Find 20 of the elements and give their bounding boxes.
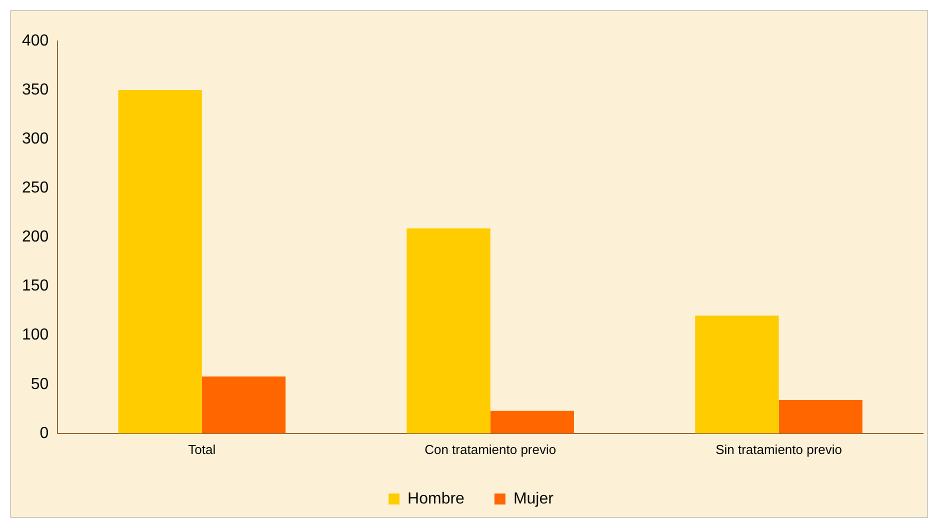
y-tick-label: 250 — [22, 180, 49, 197]
y-tick-label: 50 — [30, 376, 49, 393]
x-tick-label: Sin tratamiento previo — [716, 442, 842, 457]
bar — [490, 410, 574, 434]
legend-label: Mujer — [513, 490, 554, 508]
y-tick-label: 100 — [22, 326, 49, 344]
bar — [202, 376, 286, 434]
y-tick-label: 350 — [22, 81, 49, 98]
bar — [118, 90, 202, 434]
x-tick-label: Total — [188, 442, 216, 457]
bar — [778, 400, 862, 434]
y-tick-label: 0 — [40, 424, 49, 442]
y-tick-label: 200 — [22, 228, 49, 246]
bar — [406, 228, 490, 434]
y-tick-label: 300 — [22, 130, 49, 148]
bar — [695, 316, 779, 434]
y-tick-label: 150 — [22, 278, 49, 295]
y-tick-label: 400 — [22, 32, 49, 50]
legend-label: Hombre — [408, 490, 465, 508]
x-tick-label: Con tratamiento previo — [424, 442, 556, 457]
